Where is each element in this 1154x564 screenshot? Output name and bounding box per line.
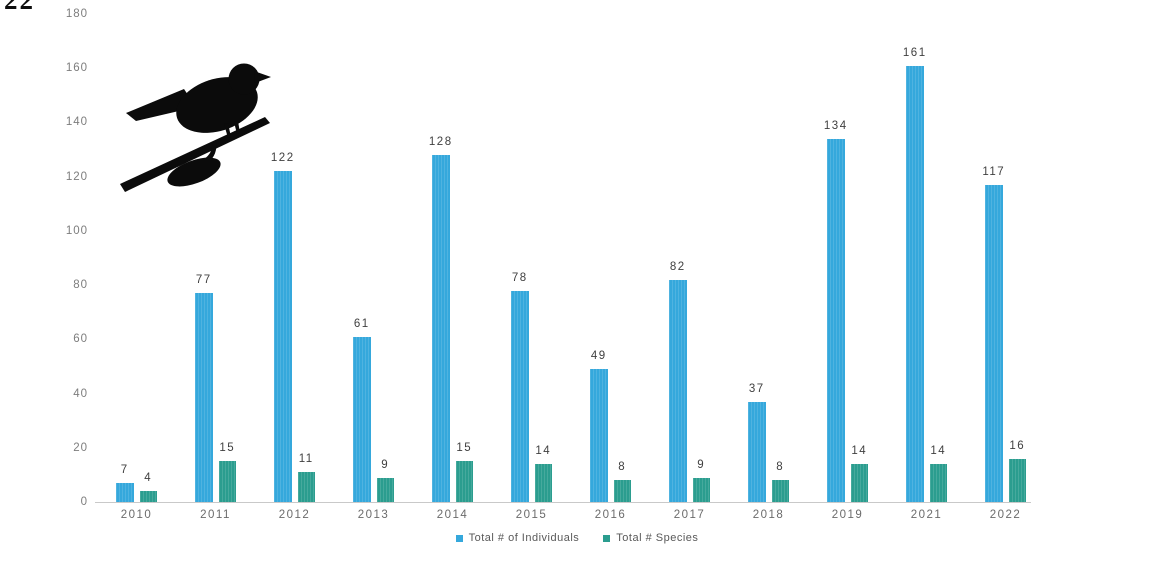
data-label-species-2021: 14	[930, 445, 947, 458]
y-axis-tick-label: 60	[73, 333, 88, 346]
data-label-species-2015: 14	[535, 445, 552, 458]
bird-leg-shape	[224, 123, 231, 138]
data-label-species-2017: 9	[697, 458, 706, 471]
data-label-individuals-2016: 49	[590, 350, 607, 363]
bar-species-2014	[455, 461, 473, 502]
bar-individuals-2017	[669, 279, 687, 502]
data-label-individuals-2015: 78	[511, 271, 528, 284]
x-axis-label-2013: 2013	[357, 509, 390, 521]
legend-item-individuals: Total # of Individuals	[455, 532, 580, 544]
y-axis-tick-label: 140	[65, 116, 88, 129]
x-axis-label-2015: 2015	[515, 509, 548, 521]
bar-individuals-2016	[590, 369, 608, 502]
bird-head-shape	[228, 63, 260, 95]
bar-individuals-2022	[985, 184, 1003, 502]
data-label-individuals-2010: 7	[120, 464, 129, 477]
y-axis-tick-label: 40	[73, 387, 88, 400]
bar-species-2013	[376, 477, 394, 502]
y-axis-tick-label: 80	[73, 279, 88, 292]
bar-species-2011	[218, 461, 236, 502]
x-axis-label-2022: 2022	[989, 509, 1022, 521]
bar-species-2018	[771, 480, 789, 502]
x-axis-label-2021: 2021	[910, 509, 943, 521]
x-axis-label-2017: 2017	[673, 509, 706, 521]
bar-species-2022	[1008, 458, 1026, 502]
bar-individuals-2015	[511, 290, 529, 502]
legend-label-species: Total # Species	[616, 532, 699, 544]
bar-individuals-2019	[827, 138, 845, 502]
x-axis-label-2012: 2012	[278, 509, 311, 521]
data-label-individuals-2011: 77	[195, 274, 212, 287]
bar-individuals-2021	[906, 65, 924, 502]
data-label-individuals-2018: 37	[748, 382, 765, 395]
bird-silhouette-image	[120, 63, 271, 192]
legend-swatch-individuals-icon	[455, 534, 463, 542]
data-label-species-2010: 4	[144, 472, 153, 485]
bird-leg-shape	[234, 121, 240, 134]
bar-species-2021	[929, 464, 947, 502]
data-label-species-2018: 8	[776, 461, 785, 474]
y-axis-tick-label: 120	[65, 170, 88, 183]
legend-item-species: Total # Species	[603, 532, 698, 544]
bar-individuals-2018	[748, 401, 766, 502]
data-label-individuals-2022: 117	[982, 165, 1006, 178]
data-label-species-2013: 9	[381, 458, 390, 471]
page-number: 22	[4, 0, 35, 15]
legend-label-individuals: Total # of Individuals	[468, 532, 580, 544]
data-label-individuals-2013: 61	[353, 317, 370, 330]
bar-species-2012	[297, 472, 315, 502]
x-axis-label-2018: 2018	[752, 509, 785, 521]
bar-individuals-2010	[116, 483, 134, 502]
data-label-individuals-2012: 122	[270, 152, 295, 165]
data-label-species-2014: 15	[456, 442, 473, 455]
data-label-individuals-2021: 161	[902, 46, 927, 59]
x-axis-line	[95, 502, 1031, 503]
x-axis-label-2016: 2016	[594, 509, 627, 521]
bird-beak-shape	[254, 71, 271, 83]
bar-individuals-2014	[432, 154, 450, 502]
bird-tail-shape	[126, 89, 196, 121]
x-axis-label-2011: 2011	[200, 509, 231, 521]
bar-species-2016	[613, 480, 631, 502]
data-label-species-2011: 15	[219, 442, 236, 455]
legend: Total # of Individuals Total # Species	[0, 532, 1154, 544]
bar-species-2010	[139, 491, 157, 502]
y-axis-tick-label: 20	[73, 441, 88, 454]
data-label-species-2016: 8	[618, 461, 627, 474]
x-axis-label-2014: 2014	[436, 509, 469, 521]
data-label-individuals-2014: 128	[428, 135, 453, 148]
bar-individuals-2011	[195, 293, 213, 502]
data-label-individuals-2017: 82	[669, 260, 686, 273]
bar-species-2017	[692, 477, 710, 502]
legend-swatch-species-icon	[603, 534, 611, 542]
y-axis-tick-label: 0	[80, 496, 88, 508]
data-label-species-2022: 16	[1009, 439, 1026, 452]
y-axis-tick-label: 100	[65, 224, 88, 237]
branch-shape	[120, 117, 270, 192]
x-axis-label-2010: 2010	[120, 509, 153, 521]
bar-species-2019	[850, 464, 868, 502]
bar-species-2015	[534, 464, 552, 502]
bar-individuals-2012	[274, 171, 292, 502]
data-label-individuals-2019: 134	[823, 119, 848, 132]
leaf-shape	[167, 157, 221, 187]
y-axis-tick-label: 160	[65, 62, 88, 75]
data-label-species-2019: 14	[851, 445, 868, 458]
data-label-species-2012: 11	[298, 453, 314, 466]
x-axis-label-2019: 2019	[831, 509, 864, 521]
bar-individuals-2013	[353, 336, 371, 502]
y-axis-tick-label: 180	[65, 8, 88, 20]
